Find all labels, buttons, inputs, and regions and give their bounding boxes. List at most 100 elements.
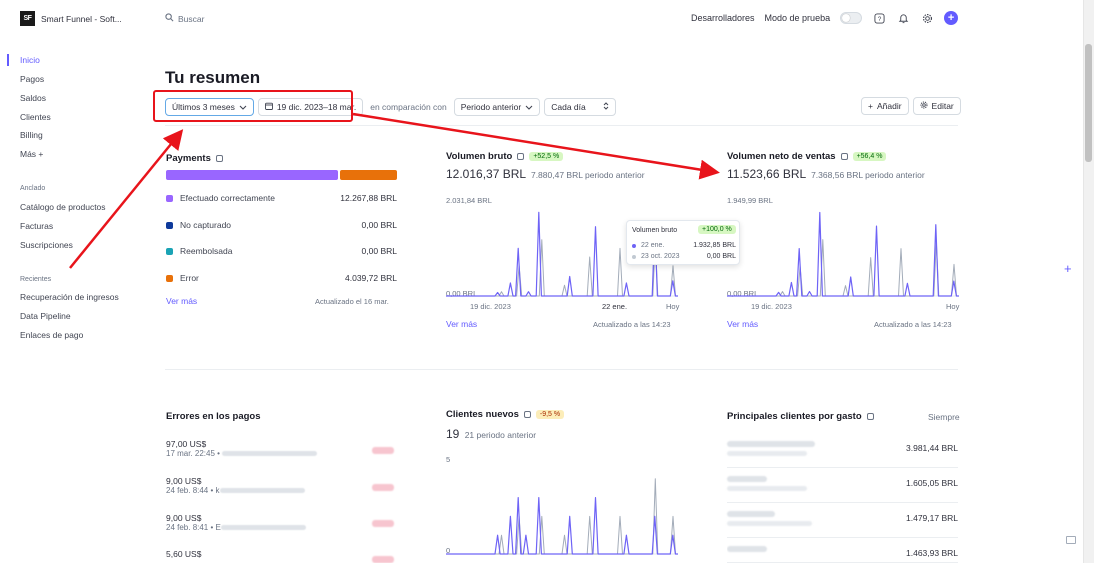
range-select[interactable]: Últimos 3 meses bbox=[165, 98, 254, 116]
developers-link[interactable]: Desarrolladores bbox=[691, 13, 755, 23]
payments-stacked-bar bbox=[166, 170, 397, 180]
help-icon[interactable]: ? bbox=[872, 11, 886, 25]
panel-toggle-icon[interactable] bbox=[1066, 536, 1076, 544]
date-range-picker[interactable]: 19 dic. 2023–18 mar. bbox=[257, 98, 364, 116]
bell-icon[interactable] bbox=[896, 11, 910, 25]
sidebar-item-catalogo[interactable]: Catálogo de productos bbox=[20, 202, 106, 212]
gross-volume-previous: 7.880,47 BRL periodo anterior bbox=[530, 170, 645, 180]
error-item[interactable]: 9,00 US$ 24 feb. 8:41 • E bbox=[166, 513, 306, 532]
calendar-icon bbox=[264, 102, 273, 112]
gross-more-link[interactable]: Ver más bbox=[446, 319, 478, 329]
sidebar-item-clientes[interactable]: Clientes bbox=[20, 112, 51, 122]
payments-title-text: Payments bbox=[166, 153, 211, 164]
payments-title: Payments bbox=[166, 153, 223, 164]
customer-amount: 1.463,93 BRL bbox=[906, 548, 958, 558]
sidebar-item-suscripciones[interactable]: Suscripciones bbox=[20, 240, 73, 250]
account-name: Smart Funnel - Soft... bbox=[41, 13, 122, 24]
customer-row[interactable]: 1.605,05 BRL bbox=[727, 469, 958, 503]
page-scrollbar-thumb[interactable] bbox=[1085, 44, 1092, 162]
error-status-badge bbox=[372, 484, 394, 491]
annotation-highlight-box bbox=[153, 90, 353, 122]
gross-ymax-label: 2.031,84 BRL bbox=[446, 196, 492, 205]
series-line-current bbox=[446, 496, 678, 555]
payments-more-link[interactable]: Ver más bbox=[166, 296, 198, 306]
sidebar-item-facturas[interactable]: Facturas bbox=[20, 221, 54, 231]
gear-icon[interactable] bbox=[920, 11, 934, 25]
edit-button[interactable]: Editar bbox=[912, 97, 961, 115]
tooltip-value: 1.932,85 BRL bbox=[693, 242, 736, 249]
sidebar-item-inicio[interactable]: Inicio bbox=[20, 55, 40, 65]
plus-icon[interactable]: + bbox=[944, 11, 959, 25]
error-item[interactable]: 9,00 US$ 24 feb. 8:44 • k bbox=[166, 476, 305, 495]
gross-volume-chart[interactable] bbox=[446, 200, 678, 298]
customer-row[interactable]: 1.479,17 BRL bbox=[727, 504, 958, 538]
info-icon[interactable] bbox=[215, 155, 223, 162]
net-more-link[interactable]: Ver más bbox=[727, 319, 759, 329]
customer-amount: 3.981,44 BRL bbox=[906, 443, 958, 453]
compare-select[interactable]: Periodo anterior bbox=[453, 98, 541, 116]
net-updated: Actualizado a las 14:23 bbox=[874, 320, 952, 329]
net-ymin-label: 0,00 BRL bbox=[727, 289, 759, 298]
divider bbox=[165, 369, 958, 370]
sidebar-item-pagos[interactable]: Pagos bbox=[20, 74, 45, 84]
annotation-arrow-right bbox=[352, 112, 720, 180]
info-icon[interactable] bbox=[517, 153, 525, 160]
sidebar-item-more[interactable]: Más + bbox=[20, 149, 44, 159]
payments-row[interactable]: No capturado 0,00 BRL bbox=[166, 220, 397, 230]
customer-row[interactable]: 1.463,93 BRL bbox=[727, 539, 958, 563]
redacted-customer-name bbox=[727, 441, 815, 447]
error-amount: 97,00 US$ bbox=[166, 439, 207, 449]
sidebar-item-data-pipeline[interactable]: Data Pipeline bbox=[20, 311, 71, 321]
plus-icon[interactable]: + bbox=[1064, 261, 1072, 276]
sidebar-item-recuperacion[interactable]: Recuperación de ingresos bbox=[20, 292, 119, 302]
net-volume-previous: 7.368,56 BRL periodo anterior bbox=[811, 170, 925, 180]
net-volume-title-text: Volumen neto de ventas bbox=[727, 151, 836, 162]
redacted-customer-email bbox=[727, 451, 807, 456]
top-actions: Desarrolladores Modo de prueba ? + bbox=[691, 11, 959, 25]
info-icon[interactable] bbox=[866, 413, 874, 420]
error-meta: 24 feb. 8:41 • E bbox=[166, 523, 221, 532]
payments-row[interactable]: Reembolsada 0,00 BRL bbox=[166, 246, 397, 256]
header-actions: + Añadir Editar bbox=[861, 97, 961, 115]
payments-row-amount: 4.039,72 BRL bbox=[345, 273, 397, 283]
info-icon[interactable] bbox=[840, 153, 848, 160]
page-scrollbar-track[interactable] bbox=[1083, 0, 1094, 563]
error-amount: 9,00 US$ bbox=[166, 513, 202, 523]
net-volume-badge: +56,4 % bbox=[852, 152, 887, 161]
sidebar-item-enlaces[interactable]: Enlaces de pago bbox=[20, 330, 84, 340]
tooltip-badge: +100,0 % bbox=[698, 225, 736, 234]
new-customers-value: 19 21 periodo anterior bbox=[446, 427, 536, 441]
payments-row[interactable]: Efectuado correctamente 12.267,88 BRL bbox=[166, 193, 397, 203]
gross-x-start: 19 dic. 2023 bbox=[470, 302, 511, 311]
net-volume-value: 11.523,66 BRL 7.368,56 BRL periodo anter… bbox=[727, 167, 925, 181]
info-icon[interactable] bbox=[523, 411, 531, 418]
payments-row-label: Error bbox=[180, 273, 199, 283]
gross-volume-title-text: Volumen bruto bbox=[446, 151, 513, 162]
edit-label: Editar bbox=[931, 101, 954, 111]
sidebar-item-saldos[interactable]: Saldos bbox=[20, 93, 46, 103]
payments-row[interactable]: Error 4.039,72 BRL bbox=[166, 273, 397, 283]
stacked-bar-segment-success bbox=[166, 170, 338, 180]
top-customers-title-text: Principales clientes por gasto bbox=[727, 411, 862, 422]
error-item[interactable]: 97,00 US$ 17 mar. 22:45 • bbox=[166, 439, 318, 458]
new-customers-title: Clientes nuevos -9,5 % bbox=[446, 409, 565, 420]
error-item[interactable]: 5,60 US$ bbox=[166, 549, 201, 559]
payments-row-label: Efectuado correctamente bbox=[180, 193, 275, 203]
recent-section-title: Recientes bbox=[20, 276, 52, 283]
search-icon bbox=[165, 13, 174, 24]
account-switcher[interactable]: SF Smart Funnel - Soft... bbox=[20, 11, 122, 26]
chart-tooltip: Volumen bruto +100,0 % 22 ene. 1.932,85 … bbox=[626, 220, 740, 265]
customer-row[interactable]: 3.981,44 BRL bbox=[727, 434, 958, 468]
tooltip-date: 22 ene. bbox=[641, 242, 665, 249]
error-amount: 5,60 US$ bbox=[166, 549, 202, 559]
interval-select[interactable]: Cada día bbox=[544, 98, 617, 116]
tooltip-title: Volumen bruto bbox=[632, 227, 678, 234]
error-meta: 24 feb. 8:44 • k bbox=[166, 486, 220, 495]
add-button[interactable]: + Añadir bbox=[861, 97, 909, 115]
new-customers-chart[interactable] bbox=[446, 460, 678, 556]
net-volume-chart[interactable] bbox=[727, 200, 959, 298]
net-ymax-label: 1.949,99 BRL bbox=[727, 196, 773, 205]
search-input[interactable]: Buscar bbox=[165, 13, 204, 24]
test-mode-toggle[interactable] bbox=[840, 12, 863, 24]
sidebar-item-billing[interactable]: Billing bbox=[20, 130, 43, 140]
